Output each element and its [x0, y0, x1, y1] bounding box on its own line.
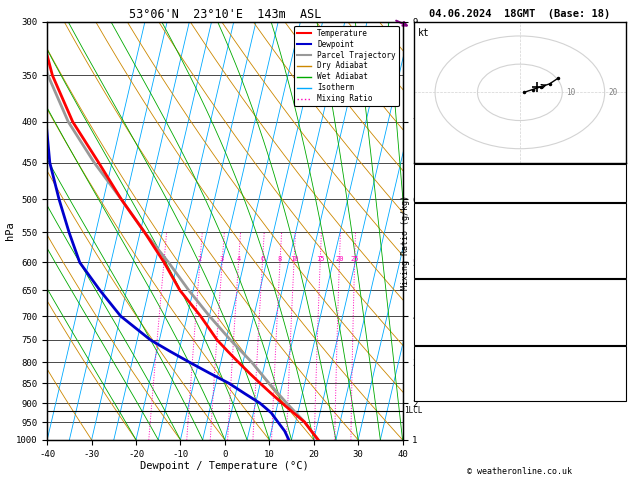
- Text: Pressure (mb): Pressure (mb): [417, 291, 492, 300]
- Text: 30: 30: [611, 166, 623, 174]
- Text: 0: 0: [617, 334, 623, 344]
- Text: K: K: [417, 166, 423, 174]
- Text: Dewp (°C): Dewp (°C): [417, 225, 469, 234]
- X-axis label: Dewpoint / Temperature (°C): Dewpoint / Temperature (°C): [140, 461, 309, 471]
- Text: 2: 2: [198, 257, 202, 262]
- Text: Lifted Index: Lifted Index: [417, 312, 486, 322]
- Text: 2.61: 2.61: [599, 191, 623, 200]
- Text: 25: 25: [350, 257, 359, 262]
- Text: SREH: SREH: [417, 369, 440, 378]
- Text: 1000: 1000: [599, 291, 623, 300]
- Text: 14.4: 14.4: [599, 225, 623, 234]
- Text: 21: 21: [611, 214, 623, 223]
- Text: 870: 870: [606, 258, 623, 266]
- Text: CAPE (J): CAPE (J): [417, 324, 463, 333]
- Text: 04.06.2024  18GMT  (Base: 18): 04.06.2024 18GMT (Base: 18): [429, 9, 611, 19]
- Text: kt: kt: [418, 28, 430, 37]
- Text: 3: 3: [220, 257, 225, 262]
- Text: 324: 324: [606, 236, 623, 245]
- Text: 15: 15: [316, 257, 325, 262]
- Text: CIN (J): CIN (J): [417, 334, 457, 344]
- Y-axis label: km
ASL: km ASL: [419, 223, 438, 239]
- Text: 870: 870: [606, 324, 623, 333]
- Text: Surface: Surface: [500, 204, 540, 212]
- Text: ⬆: ⬆: [411, 168, 421, 180]
- Text: Mixing Ratio (g/kg): Mixing Ratio (g/kg): [401, 195, 410, 291]
- Text: -3: -3: [611, 312, 623, 322]
- Text: θₑ(K): θₑ(K): [417, 236, 446, 245]
- Text: 20: 20: [609, 88, 618, 97]
- Text: 20: 20: [335, 257, 343, 262]
- Text: 10: 10: [290, 257, 298, 262]
- Y-axis label: hPa: hPa: [4, 222, 14, 240]
- Text: ⬆: ⬆: [411, 103, 421, 115]
- Text: 0: 0: [617, 268, 623, 277]
- Text: 10: 10: [567, 88, 576, 97]
- Text: EH: EH: [417, 358, 428, 367]
- Text: 248°: 248°: [599, 380, 623, 389]
- Text: PW (cm): PW (cm): [417, 191, 457, 200]
- Text: θₑ (K): θₑ (K): [417, 302, 452, 311]
- Text: 33: 33: [611, 358, 623, 367]
- Text: CAPE (J): CAPE (J): [417, 258, 463, 266]
- Text: 41: 41: [611, 369, 623, 378]
- Text: Lifted Index: Lifted Index: [417, 246, 486, 256]
- Text: 1LCL: 1LCL: [404, 406, 423, 416]
- Text: CIN (J): CIN (J): [417, 268, 457, 277]
- Legend: Temperature, Dewpoint, Parcel Trajectory, Dry Adiabat, Wet Adiabat, Isotherm, Mi: Temperature, Dewpoint, Parcel Trajectory…: [294, 26, 399, 106]
- Text: 4: 4: [237, 257, 241, 262]
- Text: -3: -3: [611, 246, 623, 256]
- Text: 12: 12: [611, 391, 623, 400]
- Text: © weatheronline.co.uk: © weatheronline.co.uk: [467, 467, 572, 476]
- Text: 6: 6: [260, 257, 265, 262]
- Text: StmDir: StmDir: [417, 380, 452, 389]
- Text: Hodograph: Hodograph: [494, 347, 546, 356]
- Text: 8: 8: [278, 257, 282, 262]
- Text: Totals Totals: Totals Totals: [417, 178, 492, 187]
- Text: 324: 324: [606, 302, 623, 311]
- Text: 1: 1: [162, 257, 166, 262]
- Text: Temp (°C): Temp (°C): [417, 214, 469, 223]
- Text: Most Unstable: Most Unstable: [482, 280, 557, 289]
- Text: StmSpd (kt): StmSpd (kt): [417, 391, 481, 400]
- Title: 53°06'N  23°10'E  143m  ASL: 53°06'N 23°10'E 143m ASL: [129, 8, 321, 21]
- Text: 51: 51: [611, 178, 623, 187]
